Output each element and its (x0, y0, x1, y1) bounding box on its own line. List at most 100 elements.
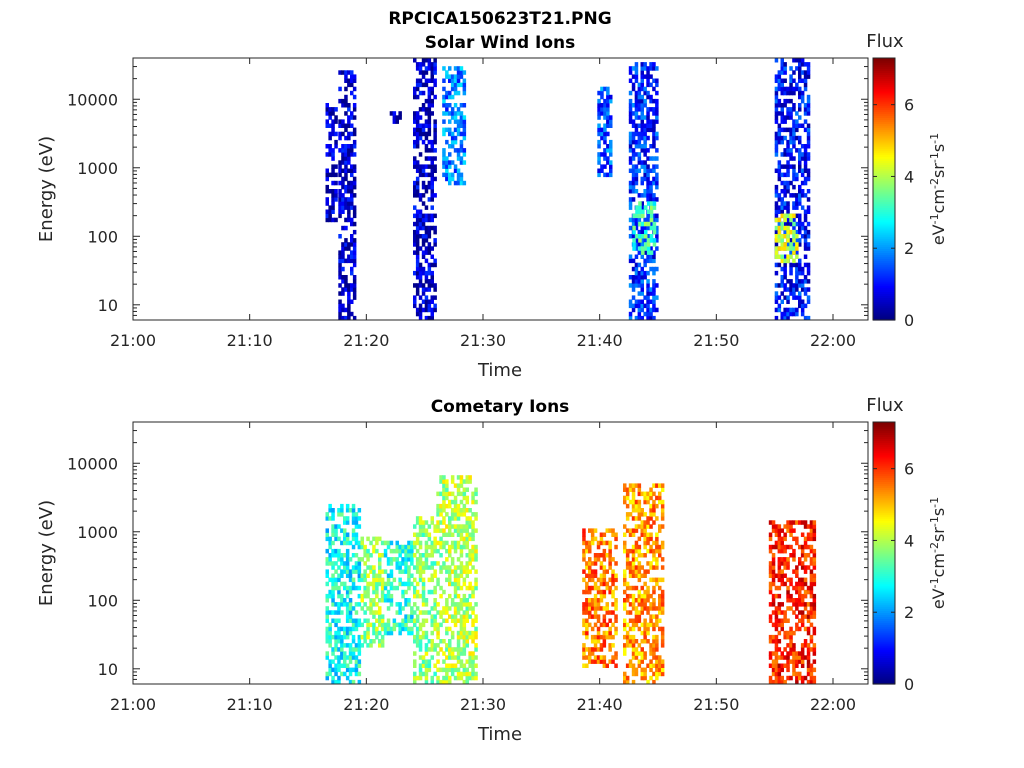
spectrogram-cell (649, 512, 653, 517)
spectrogram-cell (789, 626, 793, 632)
spectrogram-cell (652, 139, 656, 145)
spectrogram-cell (474, 548, 478, 554)
spectrogram-cell (354, 643, 359, 648)
spectrogram-cell (777, 86, 782, 92)
spectrogram-cell (448, 160, 452, 165)
spectrogram-cell (646, 610, 650, 615)
spectrogram-cell (462, 487, 467, 492)
spectrogram-cell (465, 516, 469, 521)
spectrogram-cell (378, 536, 382, 542)
spectrogram-cell (795, 270, 799, 276)
spectrogram-cell (599, 581, 604, 587)
spectrogram-cell (401, 557, 405, 562)
spectrogram-cell (448, 577, 452, 583)
spectrogram-cell (345, 548, 350, 554)
spectrogram-cell (418, 520, 423, 525)
spectrogram-cell (465, 536, 469, 542)
spectrogram-cell (783, 647, 787, 652)
spectrogram-cell (459, 66, 464, 71)
spectrogram-cell (328, 107, 332, 112)
spectrogram-cell (338, 201, 342, 206)
spectrogram-cell (350, 242, 354, 247)
spectrogram-cell (341, 291, 345, 296)
spectrogram-cell (786, 139, 790, 145)
spectrogram-cell (433, 606, 437, 611)
spectrogram-cell (340, 512, 344, 517)
spectrogram-cell (445, 168, 449, 173)
spectrogram-cell (471, 524, 475, 529)
spectrogram-cell (660, 610, 665, 615)
spectrogram-cell (334, 172, 338, 178)
spectrogram-cell (631, 569, 636, 574)
spectrogram-cell (774, 152, 779, 157)
spectrogram-cell (798, 213, 802, 219)
spectrogram-cell (652, 123, 656, 128)
spectrogram-cell (800, 311, 805, 317)
spectrogram-cell (777, 70, 782, 75)
x-tick-label: 21:20 (343, 695, 389, 714)
colorbar-segment (873, 270, 895, 274)
spectrogram-cell (398, 561, 402, 566)
spectrogram-cell (418, 655, 423, 660)
spectrogram-cell (806, 172, 811, 178)
spectrogram-cell (602, 565, 607, 570)
colorbar-segment (873, 477, 895, 480)
colorbar-segment (873, 217, 895, 221)
spectrogram-cell (608, 589, 612, 595)
spectrogram-cell (640, 62, 644, 67)
spectrogram-cell (800, 98, 805, 104)
spectrogram-cell (637, 229, 642, 235)
colorbar-segment (873, 618, 895, 622)
spectrogram-cell (780, 663, 784, 668)
spectrogram-cell (338, 258, 342, 264)
spectrogram-cell (652, 622, 656, 628)
spectrogram-cell (439, 569, 443, 574)
colorbar-segment (873, 297, 895, 301)
spectrogram-cell (430, 679, 434, 685)
spectrogram-cell (640, 291, 644, 296)
spectrogram-cell (468, 536, 472, 542)
spectrogram-cell (795, 655, 799, 660)
spectrogram-cell (354, 647, 359, 652)
spectrogram-cell (450, 82, 455, 88)
colorbar-segment (873, 561, 895, 564)
spectrogram-cell (354, 671, 359, 677)
spectrogram-cell (585, 663, 589, 668)
spectrogram-cell (625, 516, 630, 521)
spectrogram-cell (471, 585, 475, 591)
spectrogram-cell (812, 557, 817, 562)
spectrogram-cell (366, 585, 370, 591)
spectrogram-cell (631, 139, 636, 145)
spectrogram-cell (783, 152, 787, 157)
spectrogram-cell (430, 189, 434, 194)
spectrogram-cell (459, 139, 464, 145)
spectrogram-cell (597, 115, 601, 120)
spectrogram-cell (369, 569, 373, 574)
spectrogram-cell (637, 270, 642, 276)
colorbar-title: Flux (866, 395, 904, 416)
spectrogram-cell (328, 634, 332, 640)
spectrogram-cell (640, 94, 644, 100)
spectrogram-cell (459, 144, 464, 149)
spectrogram-cell (357, 516, 362, 521)
spectrogram-cell (649, 74, 653, 79)
spectrogram-cell (439, 639, 443, 644)
spectrogram-cell (448, 66, 452, 71)
spectrogram-cell (354, 667, 359, 673)
spectrogram-cell (634, 270, 639, 276)
spectrogram-cell (643, 74, 647, 79)
spectrogram-cell (340, 557, 344, 562)
spectrogram-cell (448, 152, 452, 157)
spectrogram-cell (341, 197, 345, 202)
spectrogram-cell (357, 565, 362, 570)
spectrogram-cell (774, 246, 779, 251)
spectrogram-cell (331, 209, 335, 214)
spectrogram-cell (347, 119, 351, 124)
spectrogram-cell (430, 78, 434, 83)
spectrogram-cell (605, 540, 609, 546)
spectrogram-cell (433, 135, 437, 141)
spectrogram-cell (340, 663, 344, 668)
spectrogram-cell (806, 610, 811, 615)
spectrogram-cell (812, 651, 817, 656)
spectrogram-cell (800, 266, 805, 272)
